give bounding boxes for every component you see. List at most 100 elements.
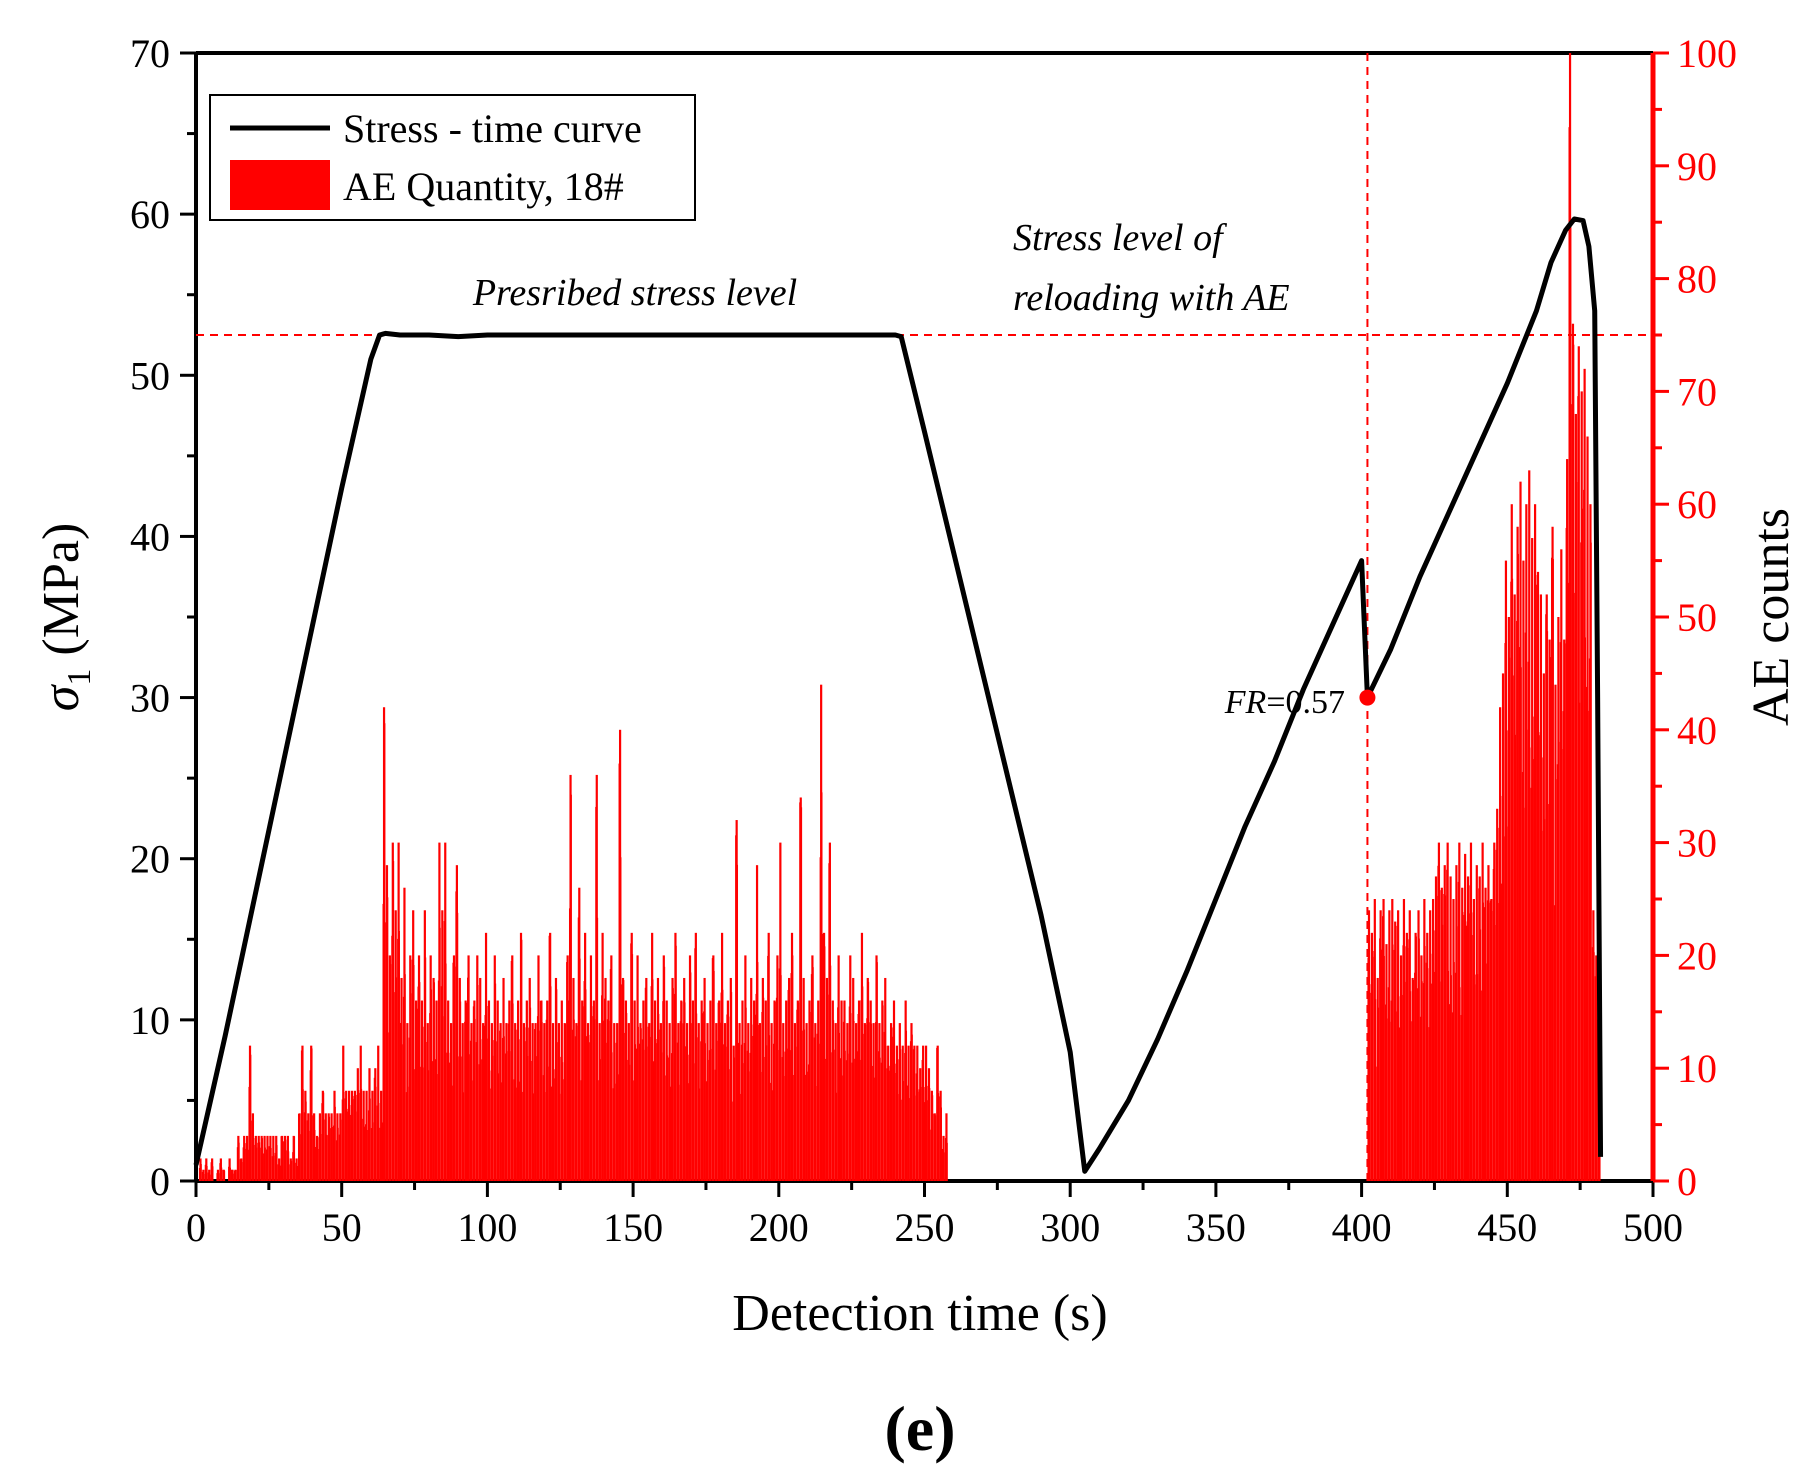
ae-bar-peak <box>1580 391 1583 1181</box>
ae-bar-peak <box>310 1045 313 1181</box>
y-left-tick-label: 10 <box>130 998 170 1043</box>
ae-bar-peak <box>1437 842 1441 1181</box>
ae-bar-peak <box>922 1045 925 1181</box>
ae-bar-peak <box>251 1113 255 1181</box>
ae-bar-peak <box>272 1135 275 1181</box>
ae-bar-peak <box>913 1045 916 1181</box>
ae-bar-peak <box>511 955 514 1181</box>
ae-bar-peak <box>216 1169 220 1181</box>
legend: Stress - time curve AE Quantity, 18# <box>209 94 696 221</box>
ae-bar-peak <box>668 1023 671 1181</box>
ae-bar-peak <box>461 1023 464 1181</box>
ae-bar-peak <box>1583 368 1586 1182</box>
ae-bar-peak <box>248 1045 252 1181</box>
ae-bar-peak <box>263 1135 266 1181</box>
ae-bar-peak <box>610 955 613 1181</box>
ae-bar-peak <box>505 1023 508 1181</box>
ae-bar-peak <box>939 1090 942 1181</box>
ae-bar-peak <box>735 820 738 1181</box>
ae-bar-peak <box>473 1000 476 1181</box>
ae-bar-peak <box>750 977 753 1181</box>
ae-bar-peak <box>910 1023 913 1181</box>
ae-bar-peak <box>782 1023 785 1181</box>
ae-bar-peak <box>298 1113 301 1181</box>
ae-bar-peak <box>1402 899 1406 1181</box>
ae-bar-peak <box>875 955 878 1181</box>
ae-bar-peak <box>857 1000 861 1181</box>
ae-bar-peak <box>327 1113 330 1181</box>
y-left-tick-label: 50 <box>130 353 170 398</box>
ae-bar-peak <box>333 1090 336 1181</box>
y-right-tick-label: 0 <box>1677 1159 1697 1204</box>
ae-bar-peak <box>1484 887 1487 1181</box>
ae-bar-peak <box>651 932 654 1181</box>
ae-bar-peak <box>686 1023 689 1181</box>
ae-bar-peak <box>1501 673 1505 1181</box>
ae-bar-peak <box>1507 617 1510 1181</box>
ae-bar-peak <box>1595 955 1598 1181</box>
ae-bar-peak <box>927 1068 931 1181</box>
ae-bar-peak <box>257 1135 260 1181</box>
ae-bar-peak <box>741 1000 744 1181</box>
ae-bar-peak <box>788 977 791 1181</box>
ae-bar-peak <box>683 977 686 1181</box>
x-tick-label: 450 <box>1477 1205 1537 1250</box>
ae-bar-peak <box>802 977 805 1181</box>
ae-bar-peak <box>642 1000 645 1181</box>
x-tick-label: 350 <box>1186 1205 1246 1250</box>
ae-bar-peak <box>295 1158 298 1181</box>
ae-bar-peak <box>852 977 855 1181</box>
ae-bar-peak <box>1568 53 1572 1181</box>
ae-bar-peak <box>811 955 814 1181</box>
ae-bar-peak <box>607 1000 610 1181</box>
panel-label: (e) <box>884 1393 955 1464</box>
ae-bar-peak <box>543 1023 546 1181</box>
ae-bar-peak <box>1455 865 1458 1181</box>
ae-bar-peak <box>822 932 826 1181</box>
ae-bar-peak <box>1493 842 1496 1181</box>
ae-bar-peak <box>1394 921 1397 1181</box>
ae-bar-peak <box>584 932 587 1181</box>
ae-bar-peak <box>517 1000 520 1181</box>
ae-bar-peak <box>1525 504 1528 1181</box>
ae-bar-peak <box>476 955 479 1181</box>
ae-bar-peak <box>1554 684 1557 1181</box>
ae-bar-peak <box>1458 842 1461 1181</box>
ae-bar-peak <box>415 1000 418 1181</box>
ae-bar-peak <box>219 1158 222 1181</box>
ae-bar-peak <box>458 977 461 1181</box>
ae-bar-peak <box>828 842 831 1181</box>
ae-bar-peak <box>738 1023 741 1181</box>
ae-bar-peak <box>385 865 389 1181</box>
ae-bar-peak <box>487 1000 491 1181</box>
ae-bar-peak <box>1443 865 1446 1181</box>
axis-ticks-group: 0 50 100 150 200 250 300 350 400 450 5000102030405… <box>130 31 1737 1250</box>
x-tick-label: 150 <box>603 1205 663 1250</box>
ae-bar-peak <box>618 729 622 1181</box>
ae-bar-peak <box>237 1135 240 1181</box>
ae-bar-peak <box>834 1023 837 1181</box>
ae-bar-peak <box>1434 876 1438 1181</box>
ae-bar-peak <box>755 865 759 1181</box>
ae-bar-peak <box>444 842 447 1181</box>
ae-bar-peak <box>747 1023 750 1181</box>
ae-bar-peak <box>855 1023 858 1181</box>
ae-bar-peak <box>758 1023 762 1181</box>
ae-bar-peak <box>1399 955 1403 1181</box>
ae-bar-peak <box>1461 887 1464 1181</box>
ae-bar-peak <box>260 1135 263 1181</box>
ae-bar-peak <box>1528 470 1531 1181</box>
x-tick-label: 250 <box>895 1205 955 1250</box>
ae-bar-peak <box>318 1113 322 1181</box>
ae-bar-peak <box>1397 910 1400 1181</box>
y-right-tick-label: 90 <box>1677 144 1717 189</box>
ae-bar-peak <box>551 1023 555 1181</box>
ae-bar-peak <box>522 1023 526 1181</box>
ae-bar-peak <box>624 1000 628 1181</box>
ae-bar-peak <box>266 1135 269 1181</box>
ae-bar-peak <box>889 1023 893 1181</box>
x-tick-label: 500 <box>1623 1205 1683 1250</box>
ae-bar-peak <box>863 1023 866 1181</box>
ae-bar-peak <box>1586 436 1589 1181</box>
annotation-prescribed-stress: Presribed stress level <box>472 272 797 314</box>
